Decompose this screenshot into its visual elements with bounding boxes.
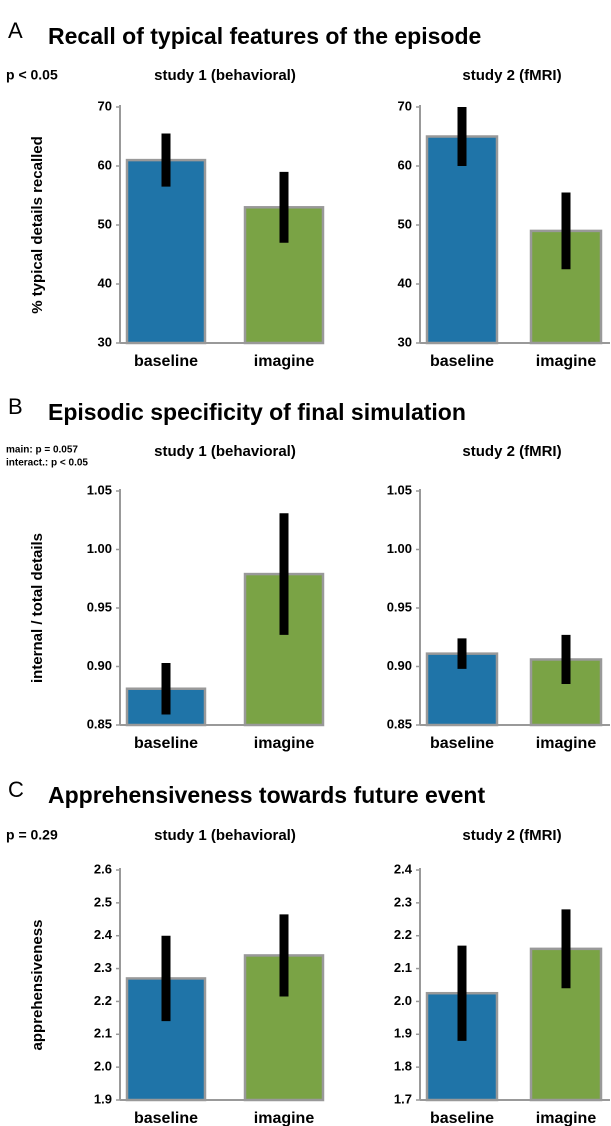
y-tick-label: 1.9 <box>94 1091 112 1106</box>
y-tick-label: 40 <box>398 275 412 290</box>
y-tick-label: 0.85 <box>387 716 412 731</box>
y-tick-label: 2.5 <box>94 894 112 909</box>
panel-title: Episodic specificity of final simulation <box>48 399 466 425</box>
panel-title: Recall of typical features of the episod… <box>48 23 481 49</box>
annotation: interact.: p < 0.05 <box>6 458 88 469</box>
x-tick-label: imagine <box>254 353 315 370</box>
y-tick-label: 60 <box>98 157 112 172</box>
bar <box>425 991 499 1102</box>
x-tick-label: baseline <box>134 1110 198 1126</box>
y-tick-label: 2.3 <box>394 894 412 909</box>
x-tick-label: imagine <box>536 353 597 370</box>
x-tick-label: baseline <box>430 735 494 752</box>
annotation: p < 0.05 <box>6 67 58 83</box>
y-tick-label: 1.00 <box>387 541 412 556</box>
x-tick-label: imagine <box>536 1110 597 1126</box>
panel-letter: B <box>8 394 23 419</box>
y-tick-label: 2.0 <box>94 1059 112 1074</box>
y-tick-label: 60 <box>398 157 412 172</box>
bar <box>425 135 499 345</box>
y-tick-label: 0.95 <box>387 599 412 614</box>
x-tick-label: imagine <box>254 735 315 752</box>
panel-letter: A <box>8 18 23 43</box>
y-axis-label: % typical details recalled <box>29 136 46 314</box>
y-tick-label: 1.05 <box>387 482 412 497</box>
y-tick-label: 50 <box>398 216 412 231</box>
y-tick-label: 30 <box>98 334 112 349</box>
y-tick-label: 0.95 <box>87 599 112 614</box>
y-tick-label: 2.6 <box>94 861 112 876</box>
y-tick-label: 40 <box>98 275 112 290</box>
y-tick-label: 2.3 <box>94 960 112 975</box>
y-tick-label: 0.90 <box>87 658 112 673</box>
panel-letter: C <box>8 777 24 802</box>
y-tick-label: 1.05 <box>87 482 112 497</box>
chart-title: study 2 (fMRI) <box>462 827 561 844</box>
y-axis-label: internal / total details <box>29 533 46 683</box>
x-tick-label: imagine <box>254 1110 315 1126</box>
bar <box>125 158 207 345</box>
y-tick-label: 2.4 <box>94 927 113 942</box>
chart-title: study 1 (behavioral) <box>154 67 296 84</box>
y-tick-label: 1.8 <box>394 1059 412 1074</box>
annotation: p = 0.29 <box>6 827 58 843</box>
x-tick-label: baseline <box>134 735 198 752</box>
bar <box>529 658 603 727</box>
y-tick-label: 2.4 <box>394 861 413 876</box>
y-tick-label: 2.2 <box>94 993 112 1008</box>
chart-title: study 2 (fMRI) <box>462 67 561 84</box>
y-tick-label: 0.85 <box>87 716 112 731</box>
y-tick-label: 1.00 <box>87 541 112 556</box>
bar <box>529 229 603 345</box>
y-tick-label: 50 <box>98 216 112 231</box>
chart-title: study 1 (behavioral) <box>154 443 296 460</box>
y-tick-label: 2.1 <box>94 1026 112 1041</box>
y-tick-label: 1.9 <box>394 1026 412 1041</box>
y-tick-label: 2.0 <box>394 993 412 1008</box>
y-tick-label: 1.7 <box>394 1091 412 1106</box>
y-axis-label: apprehensiveness <box>29 920 46 1051</box>
annotation: main: p = 0.057 <box>6 445 78 456</box>
y-tick-label: 70 <box>398 98 412 113</box>
chart-title: study 1 (behavioral) <box>154 827 296 844</box>
chart-title: study 2 (fMRI) <box>462 443 561 460</box>
x-tick-label: imagine <box>536 735 597 752</box>
y-tick-label: 0.90 <box>387 658 412 673</box>
y-tick-label: 70 <box>98 98 112 113</box>
panel-title: Apprehensiveness towards future event <box>48 782 485 808</box>
x-tick-label: baseline <box>430 353 494 370</box>
y-tick-label: 2.1 <box>394 960 412 975</box>
y-tick-label: 2.2 <box>394 927 412 942</box>
x-tick-label: baseline <box>430 1110 494 1126</box>
x-tick-label: baseline <box>134 353 198 370</box>
y-tick-label: 30 <box>398 334 412 349</box>
